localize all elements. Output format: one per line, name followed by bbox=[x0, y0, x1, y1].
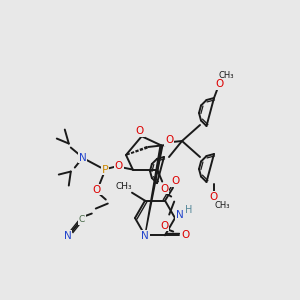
Text: N: N bbox=[176, 210, 184, 220]
Text: O: O bbox=[215, 79, 223, 89]
Text: CH₃: CH₃ bbox=[214, 202, 230, 211]
Text: P: P bbox=[101, 165, 108, 175]
Text: O: O bbox=[165, 135, 173, 145]
Text: N: N bbox=[64, 231, 72, 241]
Text: O: O bbox=[210, 192, 218, 202]
Text: C: C bbox=[79, 215, 85, 224]
Text: O: O bbox=[115, 160, 123, 171]
Text: O: O bbox=[171, 176, 179, 186]
Text: O: O bbox=[181, 230, 189, 240]
Polygon shape bbox=[145, 145, 163, 235]
Text: O: O bbox=[160, 220, 168, 231]
Text: O: O bbox=[136, 126, 144, 136]
Text: O: O bbox=[93, 184, 101, 195]
Text: N: N bbox=[79, 153, 87, 163]
Text: N: N bbox=[141, 231, 149, 241]
Text: CH₃: CH₃ bbox=[116, 182, 132, 191]
Text: CH₃: CH₃ bbox=[218, 71, 234, 80]
Text: H: H bbox=[185, 205, 193, 215]
Text: O: O bbox=[160, 184, 168, 194]
